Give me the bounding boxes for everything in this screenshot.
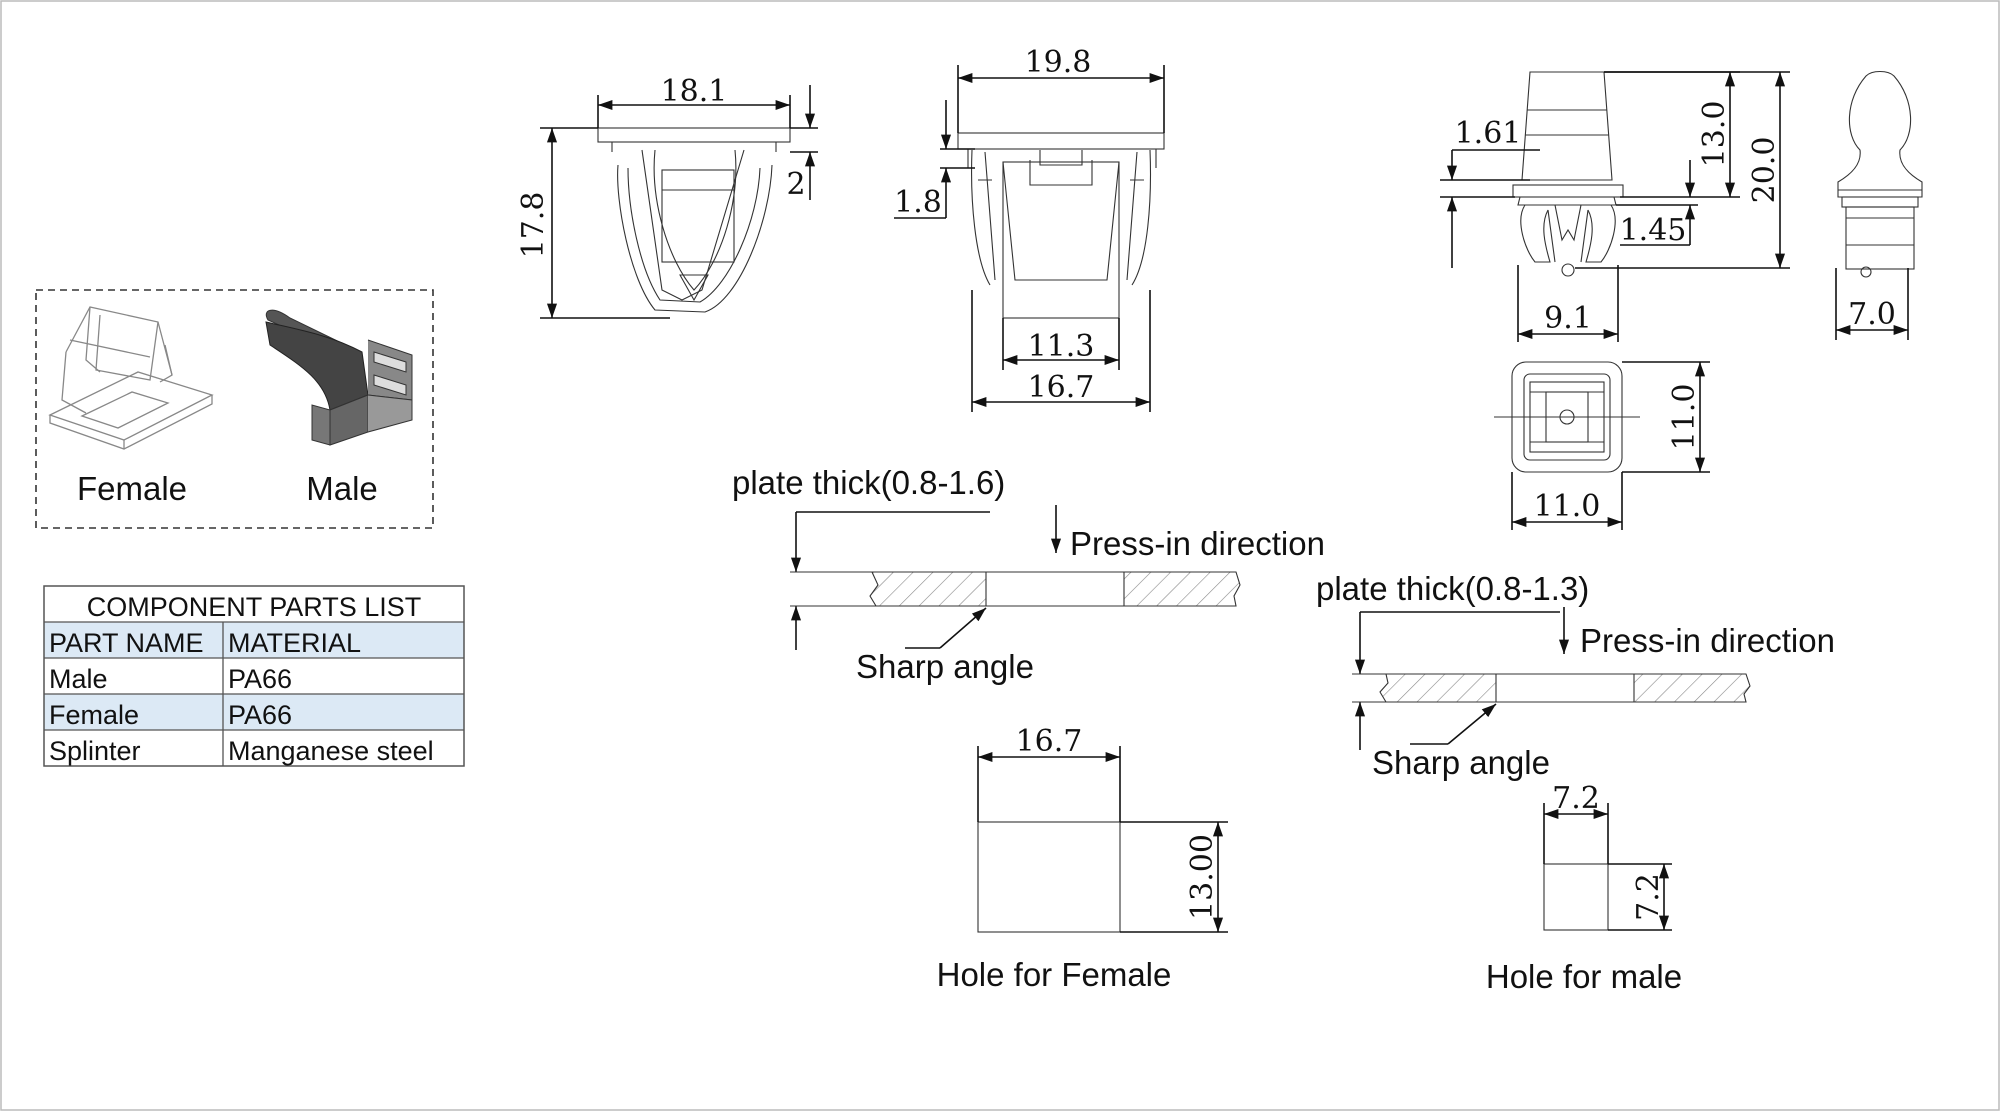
female-hole-label: Hole for Female: [937, 956, 1172, 993]
dim-female-front-width: 18.1: [661, 74, 728, 109]
dim-female-front-height: 17.8: [516, 192, 551, 259]
legend-dashed-frame: [35, 289, 434, 529]
dim-hole-female-width: 16.7: [1016, 724, 1083, 759]
dim-male-step: 1.45: [1620, 213, 1687, 248]
legend-box: Female Male: [35, 289, 434, 529]
dim-hole-female-height: 13.00: [1185, 834, 1220, 920]
table-header-material: MATERIAL: [228, 628, 361, 658]
table-header-row-bg: [44, 622, 464, 658]
table-header-part-name: PART NAME: [49, 628, 204, 658]
female-hole-shape: [977, 821, 1121, 933]
table-cell-part: Male: [49, 664, 108, 694]
female-front-view: 18.1 17.8 2: [516, 74, 818, 319]
male-hole-label: Hole for male: [1486, 958, 1682, 995]
male-isometric-image: [265, 309, 413, 446]
dim-female-side-base: 16.7: [1028, 370, 1095, 405]
male-hole-shape: [1543, 863, 1609, 931]
female-isometric-image: [48, 306, 214, 450]
table-cell-material: PA66: [228, 700, 292, 730]
dim-hole-male-width: 7.2: [1552, 781, 1600, 816]
dim-male-width: 9.1: [1544, 301, 1592, 336]
male-install-section: plate thick(0.8-1.3) Press-in direction …: [1316, 570, 1835, 995]
female-plate-label: plate thick(0.8-1.6): [732, 464, 1005, 501]
male-label: Male: [306, 470, 378, 507]
male-side-view: 7.0: [1835, 70, 1923, 340]
female-label: Female: [77, 470, 187, 507]
dim-male-top-width: 11.0: [1534, 489, 1601, 524]
female-direction-label: Press-in direction: [1070, 525, 1325, 562]
dim-female-flange: 2: [786, 167, 805, 202]
male-top-view: 11.0 11.0: [1494, 361, 1710, 530]
dim-female-side-inner: 11.3: [1028, 329, 1095, 364]
table-title: COMPONENT PARTS LIST: [87, 592, 422, 622]
dim-male-head-step: 1.61: [1455, 116, 1522, 151]
dim-male-total: 20.0: [1747, 137, 1782, 204]
female-angle-label: Sharp angle: [856, 648, 1034, 685]
female-side-view: 19.8 1.8 11.3 16.7: [894, 45, 1165, 412]
female-install-section: plate thick(0.8-1.6) Press-in direction …: [732, 464, 1325, 993]
table-cell-material: Manganese steel: [228, 736, 434, 766]
dim-hole-male-height: 7.2: [1631, 873, 1666, 921]
male-angle-label: Sharp angle: [1372, 744, 1550, 781]
dim-male-side-width: 7.0: [1848, 297, 1896, 332]
male-direction-label: Press-in direction: [1580, 622, 1835, 659]
parts-table: COMPONENT PARTS LIST PART NAME MATERIAL …: [43, 585, 465, 767]
table-cell-part: Female: [49, 700, 139, 730]
dim-male-top-height: 11.0: [1667, 384, 1702, 451]
table-cell-material: PA66: [228, 664, 292, 694]
male-plate-label: plate thick(0.8-1.3): [1316, 570, 1589, 607]
dim-male-upper: 13.0: [1697, 101, 1732, 168]
dim-female-side-flange: 1.8: [894, 185, 942, 220]
dim-female-side-width: 19.8: [1025, 45, 1092, 80]
male-front-view: 1.61 13.0 20.0 1.45 9.1: [1440, 71, 1790, 342]
table-cell-part: Splinter: [49, 736, 141, 766]
table-row-female-bg: [44, 694, 464, 730]
